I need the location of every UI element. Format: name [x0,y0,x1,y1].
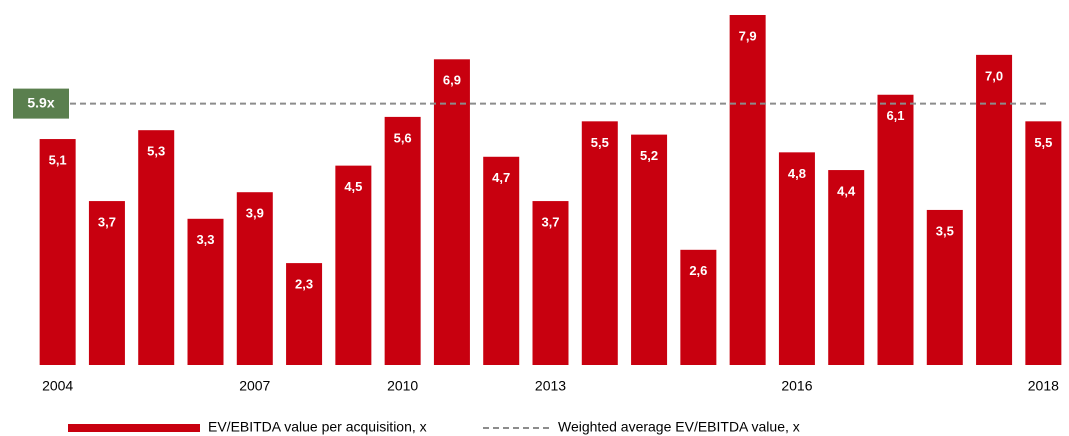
value-label: 4,7 [492,170,510,185]
value-label: 5,2 [640,148,658,163]
bar [1025,121,1062,365]
value-label: 3,7 [98,215,116,230]
value-label: 3,9 [246,206,264,221]
bar [88,201,125,365]
value-label: 4,8 [788,166,806,181]
value-label: 3,3 [196,232,214,247]
value-label: 2,6 [689,263,707,278]
value-label: 2,3 [295,277,313,292]
bar [976,54,1013,366]
bar [729,15,766,365]
bar [236,192,273,365]
legend-label: EV/EBITDA value per acquisition, x [208,419,427,435]
value-label: 5,6 [394,130,412,145]
bar [335,165,372,365]
x-tick-label: 2018 [1028,378,1059,394]
bar [631,134,668,365]
value-label: 7,9 [739,28,757,43]
bar [483,156,520,365]
value-label: 4,4 [837,184,856,199]
value-label: 3,5 [936,223,954,238]
value-label: 4,5 [344,179,362,194]
legend-label: Weighted average EV/EBITDA value, x [558,419,800,435]
value-label: 7,0 [985,68,1003,83]
x-tick-label: 2010 [387,378,418,394]
reference-label: 5.9x [27,94,54,110]
value-label: 5,3 [147,144,165,159]
bar [39,139,76,365]
x-tick-label: 2004 [42,378,73,394]
bar [581,121,618,365]
value-label: 6,9 [443,73,461,88]
value-label: 3,7 [541,215,559,230]
bar [286,263,323,365]
bar [926,209,963,365]
bar [433,59,470,365]
x-tick-label: 2016 [781,378,812,394]
reference-label-box [13,88,69,119]
legend-swatch [68,424,200,432]
bar [138,130,175,365]
bar [680,249,717,365]
bar [828,170,865,365]
value-label: 5,5 [591,135,609,150]
bar [877,94,914,366]
value-label: 6,1 [886,108,904,123]
bar [187,218,224,365]
value-label: 5,1 [49,152,67,167]
value-label: 5,5 [1034,135,1052,150]
bar [778,152,815,365]
x-tick-label: 2007 [239,378,270,394]
bar [384,116,421,365]
bar [532,201,569,365]
x-tick-label: 2013 [535,378,566,394]
